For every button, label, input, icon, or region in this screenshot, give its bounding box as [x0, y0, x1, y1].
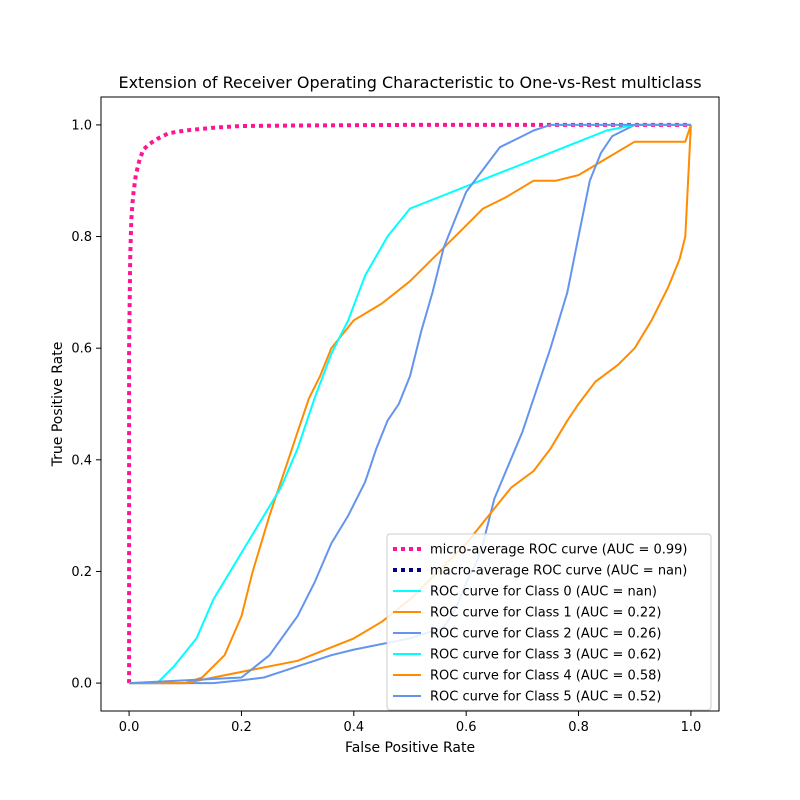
- legend-box: [386, 533, 712, 711]
- x-tick-label: 0.4: [343, 720, 364, 735]
- legend-label: ROC curve for Class 1 (AUC = 0.22): [430, 606, 662, 621]
- legend-label: ROC curve for Class 0 (AUC = nan): [430, 585, 657, 600]
- x-axis-label: False Positive Rate: [345, 740, 475, 756]
- plot-frame: [100, 96, 720, 712]
- y-tick-label: 0.4: [71, 453, 92, 468]
- legend-label: micro-average ROC curve (AUC = 0.99): [430, 543, 687, 558]
- series-line-6: [129, 124, 692, 685]
- y-tick-label: 1.0: [71, 118, 92, 133]
- x-tick-label: 1.0: [681, 720, 702, 735]
- plot-area: [100, 96, 720, 712]
- y-tick-label: 0.0: [71, 677, 92, 692]
- legend-label: ROC curve for Class 3 (AUC = 0.62): [430, 648, 662, 663]
- legend: micro-average ROC curve (AUC = 0.99) macr…: [386, 533, 712, 711]
- y-tick-label: 0.6: [71, 342, 92, 357]
- series-line-5: [129, 123, 691, 685]
- y-axis-ticks: 0.0 0.2 0.4 0.6 0.8 1.0: [71, 118, 101, 692]
- legend-label: ROC curve for Class 4 (AUC = 0.58): [430, 669, 662, 684]
- x-tick-label: 0.2: [231, 720, 252, 735]
- legend-label: ROC curve for Class 5 (AUC = 0.52): [430, 690, 662, 705]
- x-tick-label: 0.0: [119, 720, 140, 735]
- chart-title: Extension of Receiver Operating Characte…: [118, 73, 701, 92]
- legend-label: macro-average ROC curve (AUC = nan): [430, 564, 687, 579]
- series-line-7: [129, 123, 691, 685]
- y-tick-label: 0.2: [71, 565, 92, 580]
- x-tick-label: 0.8: [568, 720, 589, 735]
- y-axis-label: True Positive Rate: [50, 342, 66, 468]
- legend-label: ROC curve for Class 2 (AUC = 0.26): [430, 627, 662, 642]
- x-axis-ticks: 0.0 0.2 0.4 0.6 0.8 1.0: [119, 711, 702, 735]
- x-tick-label: 0.6: [456, 720, 477, 735]
- series-layer: [127, 122, 692, 685]
- y-tick-label: 0.8: [71, 230, 92, 245]
